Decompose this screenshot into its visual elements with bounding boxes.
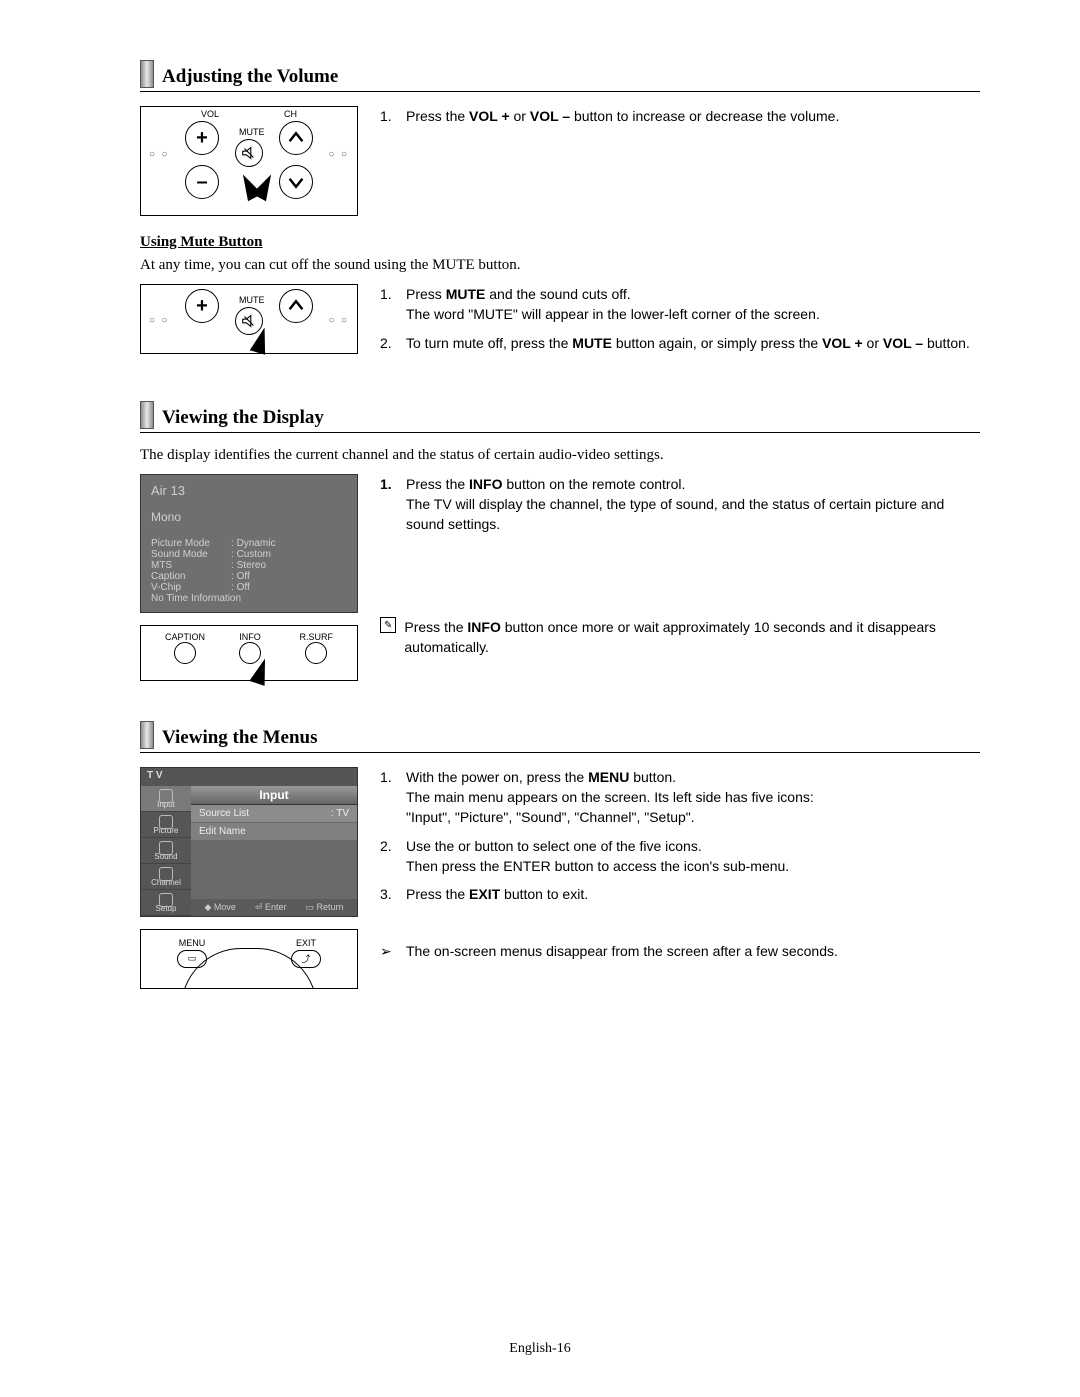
section-header: Viewing the Menus (140, 721, 980, 753)
section-bar-icon (140, 721, 154, 749)
menu-side-item: Setup (141, 890, 191, 916)
step-text: Press the VOL + or VOL – button to incre… (406, 106, 980, 126)
triangle-icon: ➢ (380, 941, 398, 961)
step-text: To turn mute off, press the MUTE button … (406, 333, 980, 353)
step-number: 2. (380, 836, 406, 877)
mute-label: MUTE (239, 295, 265, 305)
osd-row: Sound ModeCustom (151, 549, 347, 560)
vol-plus-icon: + (185, 289, 219, 323)
section-volume: Adjusting the Volume VOL CH MUTE + – ○ ○… (140, 60, 980, 361)
page-number: English-16 (0, 1341, 1080, 1357)
vol-minus-icon: – (185, 165, 219, 199)
caption-button-icon: CAPTION (165, 632, 205, 666)
step: 2. Use the or button to select one of th… (380, 836, 980, 877)
step: 1. Press the INFO button on the remote c… (380, 474, 980, 535)
osd-row: CaptionOff (151, 571, 347, 582)
menu-osd-figure: T V Input Picture Sound Channel Setup In… (140, 767, 358, 917)
dots-icon: ○ ○ (149, 149, 170, 160)
step-text: Press the EXIT button to exit. (406, 884, 980, 904)
note: ➢ The on-screen menus disappear from the… (380, 941, 980, 961)
step-number: 2. (380, 333, 406, 353)
mute-icon (235, 139, 263, 167)
mute-label: MUTE (239, 127, 265, 137)
menu-side-item: Input (141, 786, 191, 812)
mute-intro: At any time, you can cut off the sound u… (140, 257, 980, 274)
ch-label: CH (284, 109, 297, 119)
info-osd-figure: Air 13 Mono Picture ModeDynamic Sound Mo… (140, 474, 358, 613)
osd-audio: Mono (141, 506, 357, 532)
section-title: Adjusting the Volume (162, 66, 338, 91)
ch-up-icon (279, 289, 313, 323)
menu-side-item: Sound (141, 838, 191, 864)
section-title: Viewing the Display (162, 407, 324, 432)
note: ✎ Press the INFO button once more or wai… (380, 617, 980, 658)
dots-icon: ○ ○ (328, 149, 349, 160)
step: 3. Press the EXIT button to exit. (380, 884, 980, 904)
step-text: Press the INFO button on the remote cont… (406, 474, 980, 535)
section-bar-icon (140, 401, 154, 429)
vol-plus-icon: + (185, 121, 219, 155)
osd-row: Picture ModeDynamic (151, 538, 347, 549)
subheader-mute: Using Mute Button (140, 234, 980, 251)
step-text: With the power on, press the MENU button… (406, 767, 980, 828)
menu-content-title: Input (191, 786, 357, 805)
remote-mute-figure: + MUTE ○ ○ ○ ○ (140, 284, 358, 354)
menu-osd-tv-label: T V (141, 768, 357, 786)
section-menus: Viewing the Menus T V Input Picture Soun… (140, 721, 980, 989)
osd-body: Picture ModeDynamic Sound ModeCustom MTS… (141, 532, 357, 612)
note-text: The on-screen menus disappear from the s… (406, 941, 980, 961)
step-text: Use the or button to select one of the f… (406, 836, 980, 877)
menu-row: Source ListTV (191, 805, 357, 823)
step: 1. Press MUTE and the sound cuts off. Th… (380, 284, 980, 325)
vol-label: VOL (201, 109, 219, 119)
step-number: 1. (380, 284, 406, 325)
osd-row: MTSStereo (151, 560, 347, 571)
osd-row: V-ChipOff (151, 582, 347, 593)
display-intro: The display identifies the current chann… (140, 447, 980, 464)
dots-icon: ○ ○ (328, 315, 349, 326)
note-text: Press the INFO button once more or wait … (404, 617, 980, 658)
remote-info-figure: CAPTION INFO R.SURF (140, 625, 358, 681)
step-number: 1. (380, 767, 406, 828)
menu-bottom-bar: ◆ Move ⏎ Enter ▭ Return (191, 899, 357, 916)
remote-menu-figure: MENU▭ EXIT⤴ (140, 929, 358, 989)
dots-icon: ○ ○ (149, 315, 170, 326)
menu-sidebar: Input Picture Sound Channel Setup (141, 786, 191, 916)
step: 2. To turn mute off, press the MUTE butt… (380, 333, 980, 353)
step-number: 1. (380, 106, 406, 126)
osd-footer: No Time Information (151, 593, 347, 604)
note-icon: ✎ (380, 617, 396, 633)
section-header: Viewing the Display (140, 401, 980, 433)
menu-row: Edit Name (191, 823, 357, 841)
menu-side-item: Picture (141, 812, 191, 838)
rsurf-button-icon: R.SURF (300, 632, 334, 666)
osd-channel: Air 13 (141, 475, 357, 506)
section-display: Viewing the Display The display identifi… (140, 401, 980, 681)
ch-down-icon (279, 165, 313, 199)
step-number: 1. (380, 474, 406, 535)
ch-up-icon (279, 121, 313, 155)
section-title: Viewing the Menus (162, 727, 318, 752)
step-number: 3. (380, 884, 406, 904)
remote-volume-figure: VOL CH MUTE + – ○ ○ ○ ○ (140, 106, 358, 216)
menu-side-item: Channel (141, 864, 191, 890)
step-text: Press MUTE and the sound cuts off. The w… (406, 284, 980, 325)
step: 1. With the power on, press the MENU but… (380, 767, 980, 828)
section-header: Adjusting the Volume (140, 60, 980, 92)
step: 1. Press the VOL + or VOL – button to in… (380, 106, 980, 126)
section-bar-icon (140, 60, 154, 88)
